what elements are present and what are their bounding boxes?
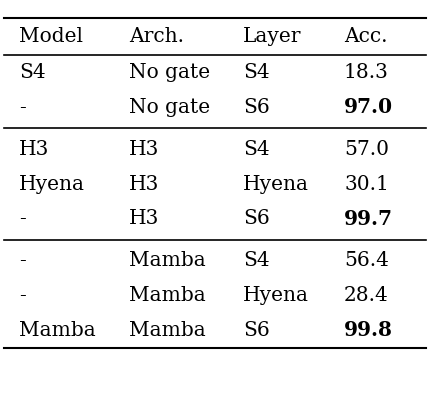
Text: Hyena: Hyena	[19, 175, 85, 194]
Text: Mamba: Mamba	[129, 286, 206, 305]
Text: Mamba: Mamba	[129, 251, 206, 270]
Text: S4: S4	[19, 63, 46, 82]
Text: -: -	[19, 209, 26, 228]
Text: -: -	[19, 251, 26, 270]
Text: 28.4: 28.4	[344, 286, 389, 305]
Text: 99.7: 99.7	[344, 209, 393, 229]
Text: S4: S4	[243, 63, 270, 82]
Text: 97.0: 97.0	[344, 98, 393, 117]
Text: -: -	[19, 286, 26, 305]
Text: S6: S6	[243, 321, 270, 340]
Text: Hyena: Hyena	[243, 286, 309, 305]
Text: Arch.: Arch.	[129, 27, 184, 46]
Text: S4: S4	[243, 251, 270, 270]
Text: Mamba: Mamba	[129, 321, 206, 340]
Text: Acc.: Acc.	[344, 27, 387, 46]
Text: -: -	[19, 98, 26, 117]
Text: H3: H3	[129, 140, 160, 159]
Text: S6: S6	[243, 98, 270, 117]
Text: 57.0: 57.0	[344, 140, 389, 159]
Text: H3: H3	[129, 175, 160, 194]
Text: Layer: Layer	[243, 27, 301, 46]
Text: No gate: No gate	[129, 63, 210, 82]
Text: S4: S4	[243, 140, 270, 159]
Text: H3: H3	[129, 209, 160, 228]
Text: H3: H3	[19, 140, 50, 159]
Text: Model: Model	[19, 27, 83, 46]
Text: S6: S6	[243, 209, 270, 228]
Text: 56.4: 56.4	[344, 251, 389, 270]
Text: Hyena: Hyena	[243, 175, 309, 194]
Text: 30.1: 30.1	[344, 175, 389, 194]
Text: Mamba: Mamba	[19, 321, 96, 340]
Text: No gate: No gate	[129, 98, 210, 117]
Text: 99.8: 99.8	[344, 320, 393, 340]
Text: 18.3: 18.3	[344, 63, 389, 82]
